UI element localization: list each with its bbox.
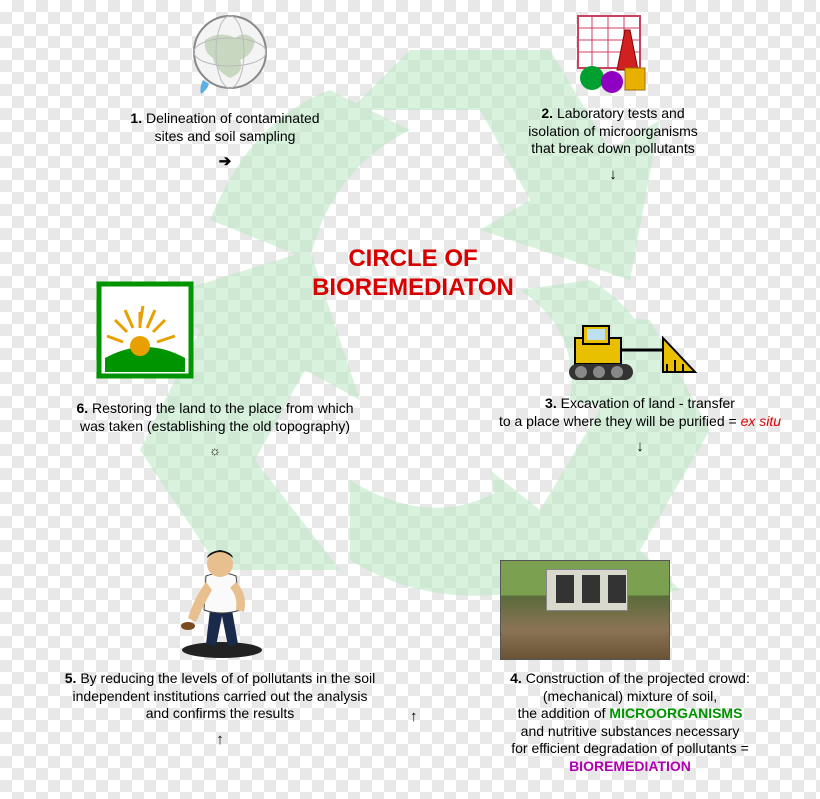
step-5-line3: and confirms the results (146, 705, 295, 721)
step-5-line2: independent institutions carried out the… (73, 688, 368, 704)
step-2: 2. Laboratory tests and isolation of mic… (488, 105, 738, 184)
step-4: 4. Construction of the projected crowd: … (460, 670, 800, 775)
step-6: 6. Restoring the land to the place from … (25, 400, 405, 459)
step-3: 3. Excavation of land - transfer to a pl… (470, 395, 810, 457)
step-4-line5: for efficient degradation of pollutants … (511, 740, 749, 756)
step-4-line3a: the addition of (518, 705, 610, 721)
bulldozer-icon (555, 320, 705, 390)
step-3-line2a: to a place where they will be purified = (499, 413, 741, 429)
step-2-arrow: ↓ (488, 166, 738, 185)
step-5-num: 5. (65, 670, 77, 686)
step-2-num: 2. (541, 105, 553, 121)
step-5-arrow: ↑ (30, 731, 410, 750)
lab-icon (570, 10, 660, 100)
title-line1: CIRCLE OF (348, 245, 477, 272)
step-3-line1: Excavation of land - transfer (561, 395, 735, 411)
step-1-num: 1. (130, 110, 142, 126)
step-3-arrow: ↓ (470, 438, 810, 457)
person-sampling-icon (170, 540, 280, 660)
step-6-line1: Restoring the land to the place from whi… (92, 400, 353, 416)
step-4-num: 4. (510, 670, 522, 686)
diagram-title: CIRCLE OF BIOREMEDIATON (263, 245, 563, 303)
step-2-line3: that break down pollutants (531, 140, 694, 156)
step-4-line1: Construction of the projected crowd: (526, 670, 750, 686)
step-6-num: 6. (76, 400, 88, 416)
step-1-line1: Delineation of contaminated (146, 110, 320, 126)
step-4-line2: (mechanical) mixture of soil, (543, 688, 717, 704)
step-2-line1: Laboratory tests and (557, 105, 685, 121)
step-1-line2: sites and soil sampling (155, 128, 296, 144)
sun-logo-icon (95, 280, 195, 380)
field-photo-icon (500, 560, 670, 660)
step-6-arrow: ☼ (25, 443, 405, 459)
step-5-line1: By reducing the levels of of pollutants … (80, 670, 375, 686)
step-3-ex-situ: ex situ (741, 413, 781, 429)
step-1: 1. Delineation of contaminated sites and… (95, 110, 355, 172)
step-4-line4: and nutritive substances necessary (521, 723, 740, 739)
title-line2: BIOREMEDIATON (312, 274, 514, 301)
step-6-line2: was taken (establishing the old topograp… (80, 418, 350, 434)
step-1-arrow: ➔ (95, 153, 355, 172)
step-5: 5. By reducing the levels of of pollutan… (30, 670, 410, 749)
step-4-microorganisms: MICROORGANISMS (609, 705, 742, 721)
step-4-bioremediation: BIOREMEDIATION (569, 758, 691, 774)
step-3-num: 3. (545, 395, 557, 411)
globe-icon (185, 10, 275, 100)
step-4-arrow: ↑ (410, 708, 418, 727)
step-2-line2: isolation of microorganisms (528, 123, 698, 139)
